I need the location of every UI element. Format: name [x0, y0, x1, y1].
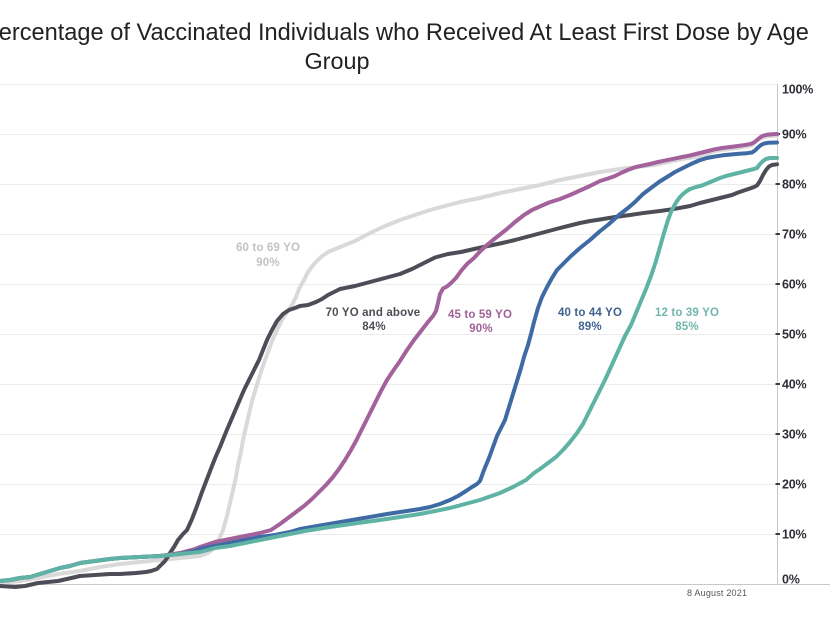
svg-text:90%: 90% — [469, 323, 492, 335]
svg-text:30%: 30% — [782, 428, 807, 442]
svg-text:60 to 69 YO: 60 to 69 YO — [236, 242, 300, 254]
svg-text:89%: 89% — [578, 321, 601, 333]
svg-text:40 to 44 YO: 40 to 44 YO — [558, 307, 622, 319]
svg-text:12 to 39 YO: 12 to 39 YO — [655, 307, 719, 319]
svg-text:70 YO and above: 70 YO and above — [326, 307, 421, 319]
svg-text:50%: 50% — [782, 328, 807, 342]
svg-text:20%: 20% — [782, 478, 807, 492]
svg-text:84%: 84% — [362, 321, 385, 333]
svg-text:40%: 40% — [782, 378, 807, 392]
svg-text:70%: 70% — [782, 228, 807, 242]
svg-text:100%: 100% — [782, 83, 813, 97]
svg-text:60%: 60% — [782, 278, 807, 292]
svg-text:80%: 80% — [782, 178, 807, 192]
svg-text:0%: 0% — [782, 573, 800, 587]
svg-text:90%: 90% — [782, 128, 807, 142]
svg-text:90%: 90% — [256, 257, 279, 269]
svg-text:85%: 85% — [675, 321, 698, 333]
svg-text:45 to 59 YO: 45 to 59 YO — [448, 309, 512, 321]
svg-text:10%: 10% — [782, 528, 807, 542]
svg-text:8 August 2021: 8 August 2021 — [687, 588, 747, 598]
